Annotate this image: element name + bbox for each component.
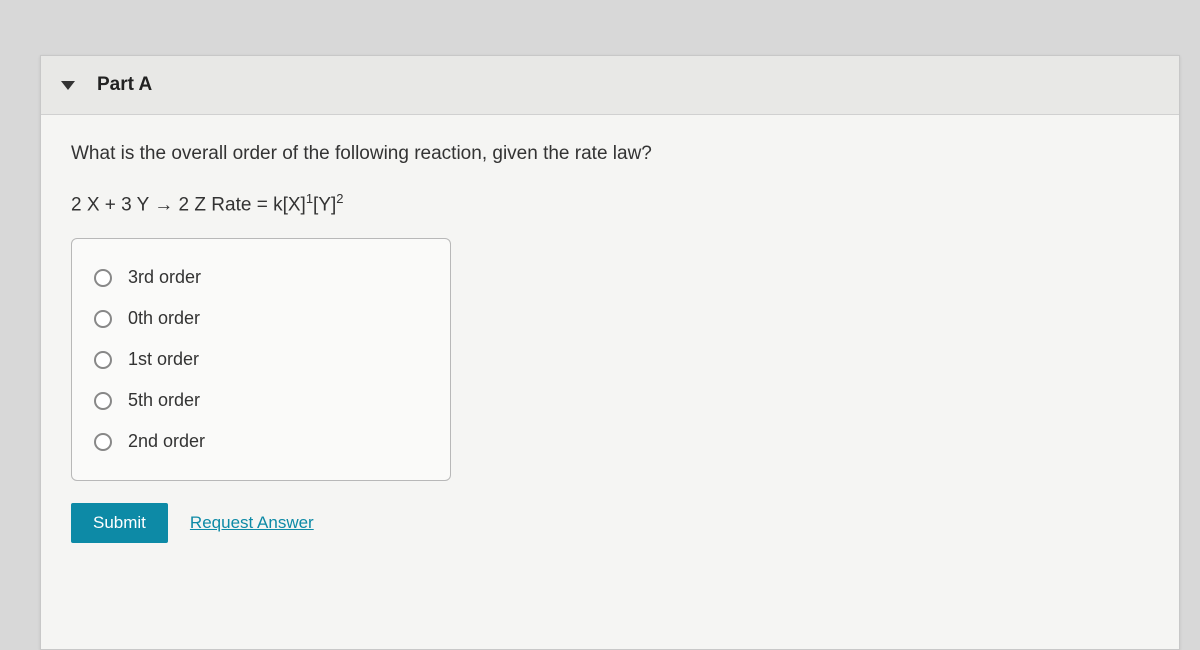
- exponent-2: 2: [336, 191, 343, 206]
- option-row[interactable]: 2nd order: [94, 421, 428, 462]
- option-row[interactable]: 1st order: [94, 339, 428, 380]
- option-label: 0th order: [128, 308, 200, 329]
- radio-icon[interactable]: [94, 310, 112, 328]
- radio-icon[interactable]: [94, 269, 112, 287]
- option-row[interactable]: 0th order: [94, 298, 428, 339]
- option-row[interactable]: 5th order: [94, 380, 428, 421]
- radio-icon[interactable]: [94, 392, 112, 410]
- equation-prefix: 2 X + 3 Y → 2 Z Rate = k[X]: [71, 194, 306, 215]
- rate-equation: 2 X + 3 Y → 2 Z Rate = k[X]1[Y]2: [71, 191, 1149, 216]
- request-answer-link[interactable]: Request Answer: [190, 513, 314, 533]
- option-row[interactable]: 3rd order: [94, 257, 428, 298]
- actions-row: Submit Request Answer: [71, 503, 1149, 543]
- options-box: 3rd order 0th order 1st order 5th order …: [71, 238, 451, 481]
- option-label: 3rd order: [128, 267, 201, 288]
- part-header: Part A: [41, 56, 1179, 115]
- option-label: 1st order: [128, 349, 199, 370]
- content-area: What is the overall order of the followi…: [41, 115, 1179, 563]
- radio-icon[interactable]: [94, 351, 112, 369]
- radio-icon[interactable]: [94, 433, 112, 451]
- part-title: Part A: [97, 74, 152, 96]
- question-panel: Part A What is the overall order of the …: [40, 55, 1180, 650]
- exponent-1: 1: [306, 191, 313, 206]
- submit-button[interactable]: Submit: [71, 503, 168, 543]
- option-label: 2nd order: [128, 431, 205, 452]
- equation-mid: [Y]: [313, 194, 336, 215]
- option-label: 5th order: [128, 390, 200, 411]
- question-text: What is the overall order of the followi…: [71, 143, 1149, 165]
- collapse-icon[interactable]: [61, 81, 75, 90]
